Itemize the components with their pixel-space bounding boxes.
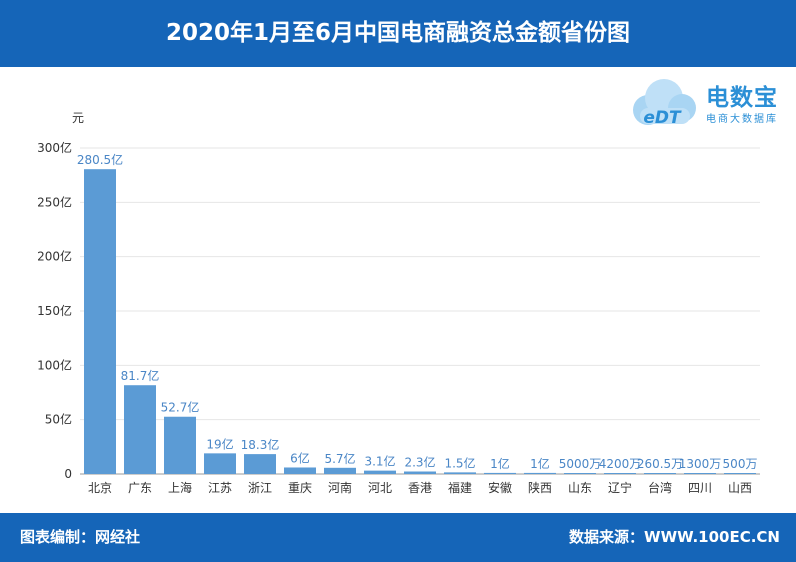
data-label: 5000万 bbox=[559, 457, 602, 471]
x-tick-label: 福建 bbox=[448, 480, 472, 495]
y-tick-label: 50亿 bbox=[45, 412, 72, 427]
x-tick-label: 陕西 bbox=[528, 480, 552, 495]
data-label: 1300万 bbox=[679, 457, 722, 471]
x-tick-label: 重庆 bbox=[288, 481, 312, 495]
cloud-logo-icon: eDT bbox=[633, 79, 696, 128]
header-bar: 2020年1月至6月中国电商融资总金额省份图 bbox=[0, 0, 796, 67]
data-label: 3.1亿 bbox=[364, 454, 395, 469]
data-label: 18.3亿 bbox=[241, 437, 280, 452]
data-label: 81.7亿 bbox=[121, 368, 160, 383]
bar bbox=[524, 472, 556, 474]
bar bbox=[644, 473, 676, 474]
bar bbox=[244, 454, 276, 474]
data-label: 1亿 bbox=[490, 456, 510, 471]
bar bbox=[604, 473, 636, 474]
bar bbox=[564, 473, 596, 474]
data-label: 260.5万 bbox=[637, 457, 683, 471]
data-label: 19亿 bbox=[206, 436, 233, 451]
x-tick-label: 浙江 bbox=[248, 481, 272, 495]
bar bbox=[284, 467, 316, 474]
bar bbox=[124, 385, 156, 474]
y-tick-label: 300亿 bbox=[37, 140, 72, 155]
y-tick-label: 100亿 bbox=[37, 357, 72, 372]
x-tick-label: 河南 bbox=[328, 480, 352, 495]
footer-bar: 图表编制：网经社 数据来源：WWW.100EC.CN bbox=[0, 513, 796, 562]
x-tick-label: 台湾 bbox=[648, 480, 672, 495]
data-label: 280.5亿 bbox=[77, 152, 123, 167]
bar bbox=[324, 467, 356, 474]
footer-credit: 图表编制：网经社 bbox=[20, 528, 141, 546]
bar bbox=[484, 472, 516, 474]
x-tick-label: 安徽 bbox=[488, 480, 512, 495]
y-tick-label: 250亿 bbox=[37, 194, 72, 209]
x-tick-label: 江苏 bbox=[208, 481, 232, 495]
data-label: 1.5亿 bbox=[444, 455, 475, 470]
bar bbox=[204, 453, 236, 474]
data-label: 500万 bbox=[723, 457, 758, 471]
bar bbox=[444, 472, 476, 474]
x-tick-label: 广东 bbox=[128, 481, 152, 495]
x-tick-label: 四川 bbox=[688, 481, 712, 495]
x-tick-label: 山西 bbox=[728, 481, 752, 495]
footer-source: 数据来源：WWW.100EC.CN bbox=[569, 528, 780, 546]
data-label: 2.3亿 bbox=[404, 455, 435, 470]
x-tick-label: 河北 bbox=[368, 481, 392, 495]
y-tick-label: 200亿 bbox=[37, 249, 72, 264]
bar bbox=[724, 473, 756, 474]
y-tick-label: 150亿 bbox=[37, 303, 72, 318]
y-axis-unit: 元 bbox=[72, 111, 85, 125]
y-tick-label: 0 bbox=[64, 467, 72, 481]
x-tick-label: 辽宁 bbox=[608, 480, 632, 495]
bar bbox=[684, 473, 716, 474]
bar bbox=[84, 169, 116, 474]
chart-title: 2020年1月至6月中国电商融资总金额省份图 bbox=[165, 20, 631, 46]
data-label: 5.7亿 bbox=[324, 451, 355, 466]
data-label: 4200万 bbox=[599, 457, 642, 471]
logo-name: 电数宝 bbox=[706, 85, 778, 111]
bar bbox=[364, 470, 396, 474]
x-tick-label: 山东 bbox=[568, 481, 592, 495]
x-tick-label: 北京 bbox=[88, 481, 112, 495]
logo-subtitle: 电商大数据库 bbox=[706, 114, 778, 125]
data-label: 1亿 bbox=[530, 456, 550, 471]
bar bbox=[404, 471, 436, 474]
data-label: 52.7亿 bbox=[161, 400, 200, 415]
logo-mark: eDT bbox=[643, 108, 682, 128]
logo: eDT 电数宝 电商大数据库 bbox=[626, 74, 792, 134]
x-tick-label: 香港 bbox=[408, 481, 432, 495]
x-tick-label: 上海 bbox=[168, 480, 192, 495]
bar bbox=[164, 416, 196, 474]
data-label: 6亿 bbox=[290, 450, 310, 465]
